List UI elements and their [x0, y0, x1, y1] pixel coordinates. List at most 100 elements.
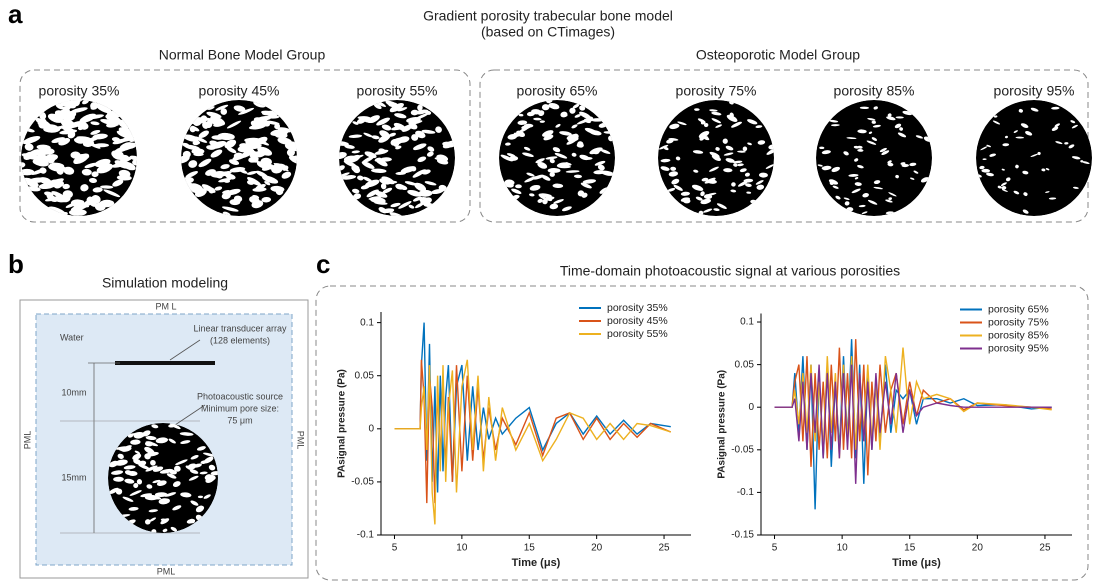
pore	[188, 475, 199, 481]
pore	[851, 188, 861, 194]
pore	[542, 130, 554, 137]
annotation: (128 elements)	[210, 335, 270, 345]
pore	[21, 162, 26, 168]
pore	[286, 148, 295, 157]
pore	[255, 170, 269, 178]
panel-label: b	[8, 249, 24, 279]
pore	[548, 102, 560, 110]
pore	[982, 158, 987, 161]
pore	[197, 495, 204, 499]
pore	[190, 455, 199, 460]
pore	[53, 181, 63, 189]
pore	[128, 506, 139, 511]
pore	[88, 177, 97, 184]
pore	[873, 186, 884, 190]
pore	[854, 182, 862, 186]
pore	[378, 207, 388, 214]
pore	[221, 206, 239, 212]
pore	[821, 150, 831, 155]
pore	[238, 107, 255, 115]
pore	[185, 171, 198, 178]
pore	[1054, 123, 1061, 128]
x-tick-label: 5	[772, 543, 778, 554]
pore	[339, 152, 347, 160]
pore	[700, 191, 705, 197]
pore	[399, 184, 408, 191]
pore	[248, 156, 259, 163]
water-label: Water	[60, 332, 84, 342]
distance-label: 15mm	[61, 472, 86, 482]
pore	[233, 152, 244, 160]
pore	[730, 189, 737, 193]
pore	[1018, 108, 1023, 113]
pore	[722, 138, 728, 144]
pore	[1001, 168, 1005, 171]
pore	[552, 147, 561, 153]
pore	[116, 174, 132, 181]
pore	[1001, 186, 1007, 190]
pore	[703, 194, 713, 200]
pore	[835, 195, 841, 200]
pore	[584, 127, 598, 135]
pore	[757, 140, 766, 145]
pore	[357, 175, 364, 181]
pore	[1064, 142, 1069, 145]
pore	[658, 144, 669, 150]
pore	[593, 170, 606, 175]
pore	[136, 478, 143, 485]
pore	[389, 212, 404, 216]
pore	[210, 471, 218, 476]
group-title: Osteoporotic Model Group	[696, 47, 860, 63]
pore	[38, 177, 52, 184]
pore	[205, 117, 218, 125]
pore	[368, 196, 382, 200]
pore	[895, 174, 899, 179]
pore	[573, 174, 582, 179]
pore	[843, 151, 849, 156]
pore	[44, 191, 54, 197]
y-tick-label: -0.1	[357, 530, 375, 541]
pml-label: PML	[157, 566, 176, 576]
pore	[1015, 136, 1025, 139]
pore	[218, 177, 232, 183]
pore	[1013, 130, 1018, 133]
pore	[533, 174, 544, 180]
pore	[582, 179, 597, 184]
pore	[421, 169, 431, 175]
pore	[248, 139, 261, 147]
pore	[344, 144, 355, 149]
pore	[373, 103, 382, 110]
pore	[992, 120, 1001, 125]
pore	[68, 209, 87, 216]
pore	[843, 197, 850, 200]
pore	[574, 114, 581, 118]
pore	[913, 170, 919, 174]
pore	[979, 165, 985, 170]
x-axis-label: Time (μs)	[512, 557, 561, 569]
pore	[909, 162, 917, 167]
pore	[867, 199, 878, 205]
bone-image	[339, 100, 455, 216]
pore	[1022, 170, 1029, 175]
pore	[250, 120, 261, 128]
pore	[357, 116, 372, 120]
pore	[67, 131, 76, 139]
pore	[1045, 191, 1050, 193]
pore	[1023, 192, 1028, 196]
pore	[60, 125, 76, 133]
pore	[81, 168, 92, 176]
pore	[1015, 164, 1019, 169]
pore	[397, 107, 408, 112]
pore	[90, 129, 101, 135]
pore	[81, 199, 95, 208]
pore	[422, 197, 432, 205]
pore	[353, 193, 362, 200]
pore	[1041, 168, 1046, 172]
pore	[108, 487, 119, 495]
pore	[563, 162, 572, 166]
pore	[348, 134, 363, 138]
pore	[549, 158, 555, 164]
pore	[692, 150, 704, 154]
x-tick-label: 10	[456, 543, 468, 554]
